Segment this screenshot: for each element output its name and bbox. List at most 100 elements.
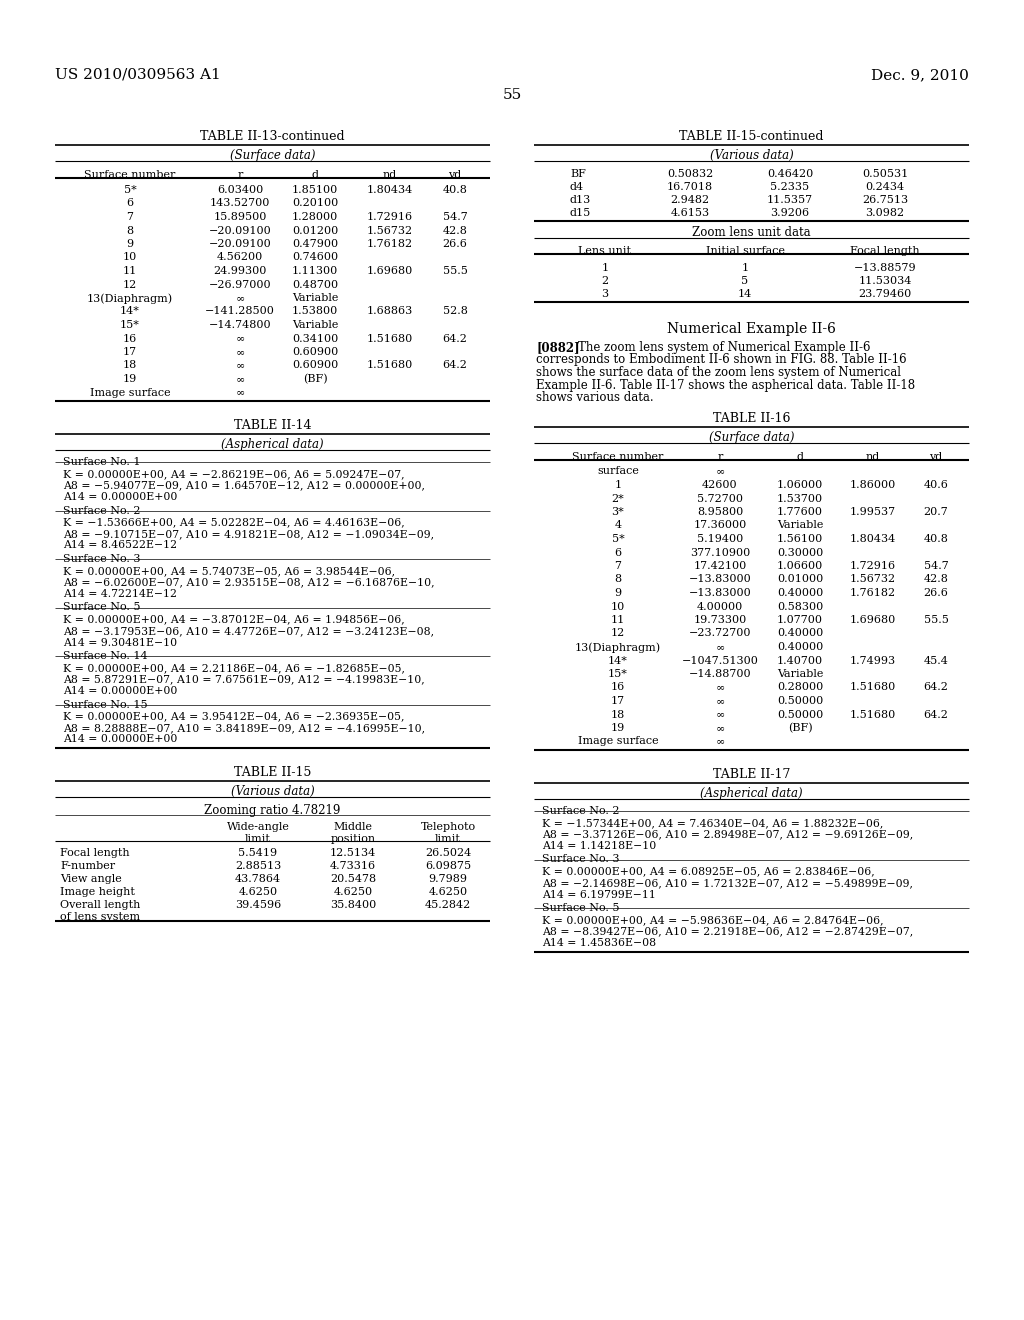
Text: 2*: 2* [611, 494, 625, 503]
Text: 0.01000: 0.01000 [777, 574, 823, 585]
Text: 54.7: 54.7 [924, 561, 948, 572]
Text: A8 = −8.39427E−06, A10 = 2.21918E−06, A12 = −2.87429E−07,: A8 = −8.39427E−06, A10 = 2.21918E−06, A1… [542, 927, 913, 936]
Text: 1: 1 [741, 263, 749, 273]
Text: A8 = −6.02600E−07, A10 = 2.93515E−08, A12 = −6.16876E−10,: A8 = −6.02600E−07, A10 = 2.93515E−08, A1… [63, 578, 434, 587]
Text: ∞: ∞ [716, 466, 725, 477]
Text: 7: 7 [614, 561, 622, 572]
Text: A14 = 0.00000E+00: A14 = 0.00000E+00 [63, 686, 177, 696]
Text: Example II-6. Table II-17 shows the aspherical data. Table II-18: Example II-6. Table II-17 shows the asph… [536, 379, 915, 392]
Text: 19: 19 [123, 374, 137, 384]
Text: 15.89500: 15.89500 [213, 213, 266, 222]
Text: −141.28500: −141.28500 [205, 306, 274, 317]
Text: Focal length: Focal length [850, 246, 920, 256]
Text: 143.52700: 143.52700 [210, 198, 270, 209]
Text: 16: 16 [123, 334, 137, 343]
Text: K = 0.00000E+00, A4 = 6.08925E−05, A6 = 2.83846E−06,: K = 0.00000E+00, A4 = 6.08925E−05, A6 = … [542, 866, 874, 876]
Text: A14 = 1.14218E−10: A14 = 1.14218E−10 [542, 841, 656, 851]
Text: 26.6: 26.6 [442, 239, 467, 249]
Text: 0.60900: 0.60900 [292, 347, 338, 356]
Text: ∞: ∞ [716, 696, 725, 706]
Text: 26.6: 26.6 [924, 587, 948, 598]
Text: 15*: 15* [120, 319, 140, 330]
Text: Surface number: Surface number [572, 451, 664, 462]
Text: Variable: Variable [777, 520, 823, 531]
Text: 40.8: 40.8 [924, 535, 948, 544]
Text: (Various data): (Various data) [230, 785, 314, 799]
Text: Variable: Variable [777, 669, 823, 678]
Text: Image surface: Image surface [578, 737, 658, 747]
Text: 0.30000: 0.30000 [777, 548, 823, 557]
Text: vd: vd [930, 451, 943, 462]
Text: r: r [718, 451, 723, 462]
Text: vd: vd [449, 170, 462, 180]
Text: 11.5357: 11.5357 [767, 195, 813, 205]
Text: 16.7018: 16.7018 [667, 182, 713, 191]
Text: View angle: View angle [60, 874, 122, 884]
Text: 54.7: 54.7 [442, 213, 467, 222]
Text: 1.06000: 1.06000 [777, 480, 823, 490]
Text: 3: 3 [601, 289, 608, 300]
Text: Middle
position: Middle position [331, 822, 376, 843]
Text: 4.6153: 4.6153 [671, 209, 710, 218]
Text: 11: 11 [123, 267, 137, 276]
Text: 1.51680: 1.51680 [367, 334, 413, 343]
Text: 5.72700: 5.72700 [697, 494, 743, 503]
Text: 55.5: 55.5 [442, 267, 467, 276]
Text: 0.2434: 0.2434 [865, 182, 904, 191]
Text: 6.09875: 6.09875 [425, 861, 471, 871]
Text: Lens unit: Lens unit [579, 246, 632, 256]
Text: 1.51680: 1.51680 [367, 360, 413, 371]
Text: 52.8: 52.8 [442, 306, 467, 317]
Text: 39.4596: 39.4596 [234, 900, 282, 909]
Text: 15*: 15* [608, 669, 628, 678]
Text: TABLE II-15-continued: TABLE II-15-continued [679, 129, 823, 143]
Text: 64.2: 64.2 [442, 334, 467, 343]
Text: 1: 1 [601, 263, 608, 273]
Text: 0.40000: 0.40000 [777, 587, 823, 598]
Text: 40.8: 40.8 [442, 185, 467, 195]
Text: ∞: ∞ [236, 360, 245, 371]
Text: Surface No. 14: Surface No. 14 [63, 651, 147, 661]
Text: 4.6250: 4.6250 [239, 887, 278, 898]
Text: A8 = 5.87291E−07, A10 = 7.67561E−09, A12 = −4.19983E−10,: A8 = 5.87291E−07, A10 = 7.67561E−09, A12… [63, 675, 425, 685]
Text: 0.34100: 0.34100 [292, 334, 338, 343]
Text: (Surface data): (Surface data) [709, 430, 795, 444]
Text: 0.46420: 0.46420 [767, 169, 813, 180]
Text: 0.50832: 0.50832 [667, 169, 713, 180]
Text: Surface number: Surface number [84, 170, 176, 180]
Text: r: r [238, 170, 243, 180]
Text: (Surface data): (Surface data) [229, 149, 315, 162]
Text: 5.5419: 5.5419 [239, 847, 278, 858]
Text: 26.5024: 26.5024 [425, 847, 471, 858]
Text: 14*: 14* [608, 656, 628, 665]
Text: d4: d4 [570, 182, 584, 191]
Text: 19: 19 [611, 723, 625, 733]
Text: ∞: ∞ [716, 642, 725, 652]
Text: ∞: ∞ [236, 293, 245, 304]
Text: 1.56732: 1.56732 [367, 226, 413, 235]
Text: 12: 12 [123, 280, 137, 289]
Text: 1.07700: 1.07700 [777, 615, 823, 624]
Text: 0.60900: 0.60900 [292, 360, 338, 371]
Text: Telephoto
limit: Telephoto limit [421, 822, 475, 843]
Text: of lens system: of lens system [60, 912, 140, 921]
Text: A14 = 0.00000E+00: A14 = 0.00000E+00 [63, 492, 177, 502]
Text: A8 = −3.17953E−06, A10 = 4.47726E−07, A12 = −3.24123E−08,: A8 = −3.17953E−06, A10 = 4.47726E−07, A1… [63, 626, 434, 636]
Text: 10: 10 [611, 602, 625, 611]
Text: (Aspherical data): (Aspherical data) [700, 787, 803, 800]
Text: 4.73316: 4.73316 [330, 861, 376, 871]
Text: A14 = 4.72214E−12: A14 = 4.72214E−12 [63, 589, 177, 599]
Text: 0.58300: 0.58300 [777, 602, 823, 611]
Text: F-number: F-number [60, 861, 115, 871]
Text: 17: 17 [123, 347, 137, 356]
Text: 64.2: 64.2 [442, 360, 467, 371]
Text: 1.76182: 1.76182 [367, 239, 413, 249]
Text: 12.5134: 12.5134 [330, 847, 376, 858]
Text: 1.51680: 1.51680 [850, 682, 896, 693]
Text: ∞: ∞ [716, 710, 725, 719]
Text: −13.83000: −13.83000 [688, 574, 752, 585]
Text: 14*: 14* [120, 306, 140, 317]
Text: 5.2335: 5.2335 [770, 182, 810, 191]
Text: 6.03400: 6.03400 [217, 185, 263, 195]
Text: nd: nd [866, 451, 880, 462]
